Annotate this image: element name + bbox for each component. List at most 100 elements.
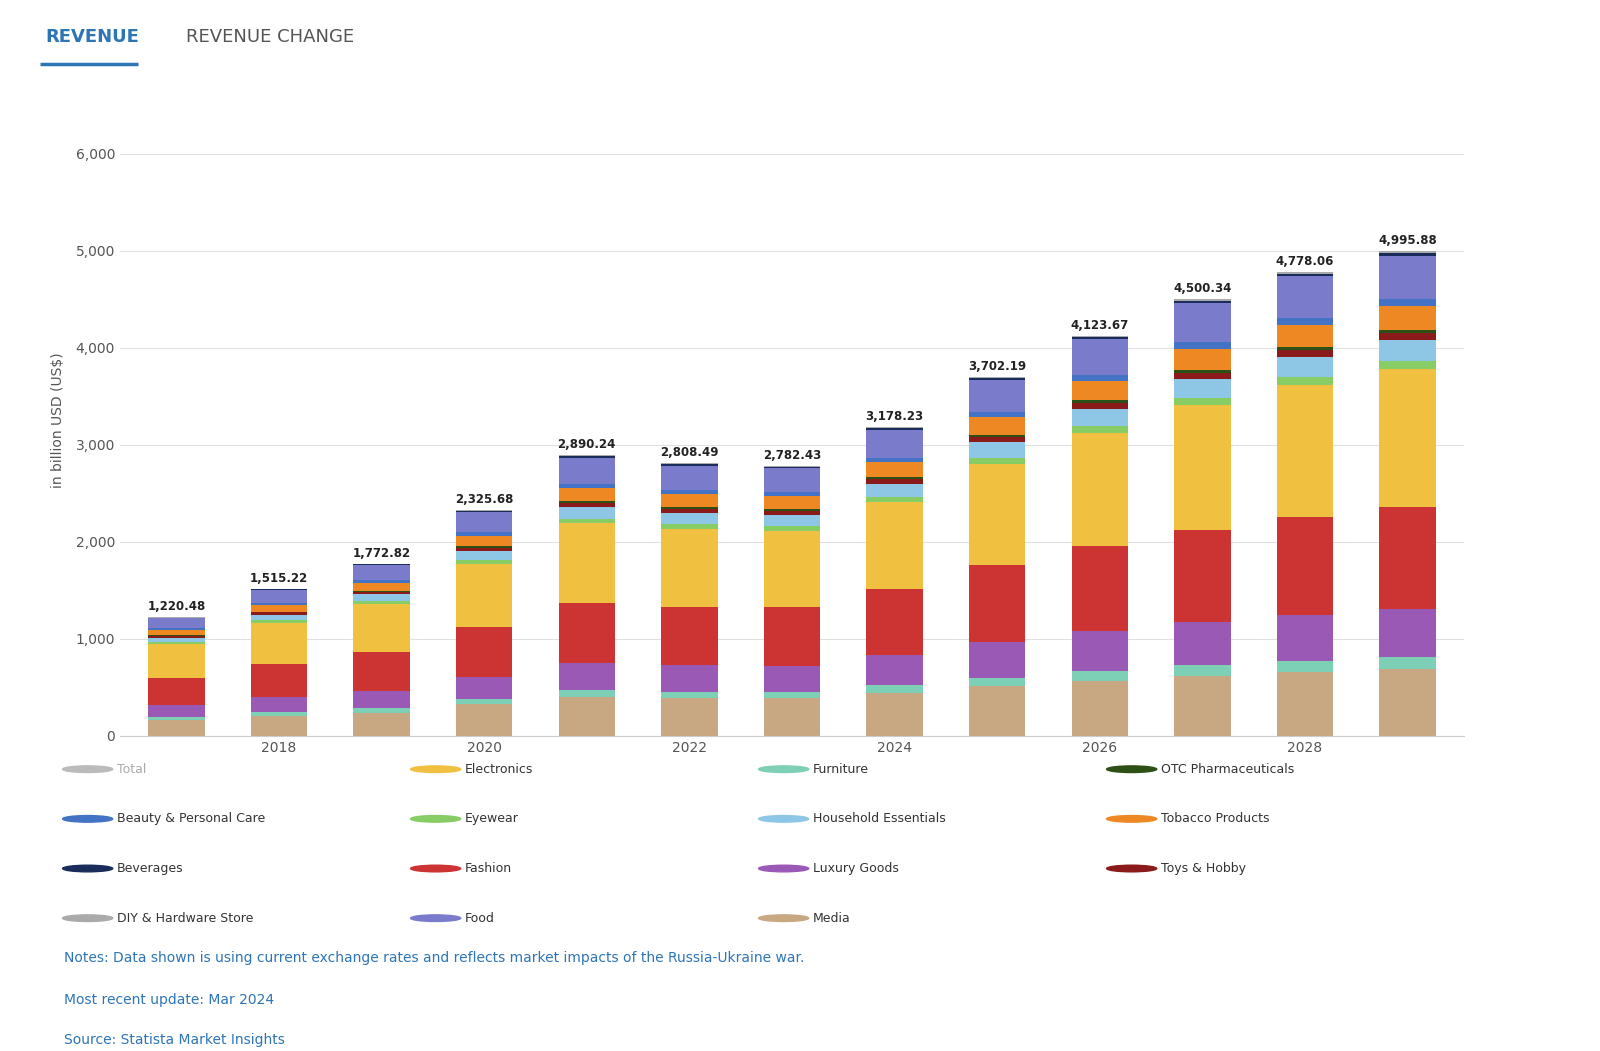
Circle shape	[758, 914, 808, 922]
Text: Beverages: Beverages	[117, 862, 184, 875]
Bar	[558, 523, 614, 603]
Bar	[1379, 330, 1435, 333]
Bar	[1174, 304, 1230, 342]
Bar	[661, 466, 718, 491]
Bar	[970, 463, 1026, 565]
Bar	[456, 704, 512, 736]
Bar	[1379, 306, 1435, 330]
Text: Total: Total	[117, 763, 146, 776]
Circle shape	[62, 865, 112, 872]
Text: 2,890.24: 2,890.24	[558, 438, 616, 452]
Bar	[456, 548, 512, 551]
Bar	[1072, 433, 1128, 547]
Text: Fashion: Fashion	[466, 862, 512, 875]
Bar	[763, 692, 821, 699]
Bar	[354, 604, 410, 653]
Bar	[149, 717, 205, 720]
Y-axis label: in billion USD (US$): in billion USD (US$)	[51, 352, 64, 489]
Bar	[456, 677, 512, 699]
Bar	[763, 511, 821, 515]
Bar	[558, 502, 614, 507]
Text: Notes: Data shown is using current exchange rates and reflects market impacts of: Notes: Data shown is using current excha…	[64, 951, 805, 965]
Bar	[1174, 397, 1230, 405]
Bar	[1072, 403, 1128, 409]
Bar	[1174, 373, 1230, 379]
Bar	[558, 501, 614, 502]
Bar	[661, 665, 718, 692]
Text: Beauty & Personal Care: Beauty & Personal Care	[117, 812, 266, 825]
Bar	[763, 699, 821, 736]
Bar	[1277, 661, 1333, 673]
Bar	[149, 705, 205, 717]
Circle shape	[411, 865, 461, 872]
Bar	[456, 560, 512, 563]
Bar	[661, 508, 718, 509]
Circle shape	[1107, 865, 1157, 872]
Text: 3,702.19: 3,702.19	[968, 359, 1026, 373]
Bar	[1072, 547, 1128, 632]
Text: Furniture: Furniture	[813, 763, 869, 776]
Bar	[1072, 339, 1128, 375]
Bar	[149, 642, 205, 644]
Bar	[149, 644, 205, 678]
Bar	[970, 642, 1026, 678]
Bar	[1379, 333, 1435, 339]
Bar	[763, 510, 821, 511]
Bar	[970, 686, 1026, 736]
Bar	[251, 604, 307, 612]
Bar	[1379, 610, 1435, 657]
Text: 4,123.67: 4,123.67	[1070, 318, 1130, 332]
Text: 2,808.49: 2,808.49	[661, 447, 718, 459]
Bar	[251, 590, 307, 602]
Bar	[661, 513, 718, 524]
Bar	[1379, 507, 1435, 610]
Bar	[1379, 252, 1435, 255]
Bar	[149, 638, 205, 642]
Bar	[1072, 335, 1128, 337]
Bar	[456, 547, 512, 548]
Bar	[763, 531, 821, 607]
Bar	[970, 417, 1026, 434]
Text: 1,772.82: 1,772.82	[352, 547, 411, 560]
Text: 4,778.06: 4,778.06	[1275, 255, 1334, 268]
Bar	[970, 377, 1026, 379]
Text: 2,325.68: 2,325.68	[454, 493, 514, 507]
Bar	[456, 536, 512, 547]
Bar	[251, 623, 307, 664]
Bar	[1174, 405, 1230, 530]
Text: 4,995.88: 4,995.88	[1378, 234, 1437, 247]
Bar	[1277, 376, 1333, 385]
Bar	[661, 606, 718, 665]
Bar	[661, 494, 718, 508]
Bar	[970, 442, 1026, 457]
Bar	[354, 713, 410, 736]
Bar	[1072, 632, 1128, 672]
Bar	[354, 591, 410, 592]
Bar	[1277, 385, 1333, 517]
Bar	[970, 678, 1026, 686]
Bar	[1072, 681, 1128, 736]
Bar	[1379, 251, 1435, 252]
Bar	[1379, 360, 1435, 369]
Bar	[866, 458, 923, 462]
Bar	[1379, 255, 1435, 298]
Bar	[149, 618, 205, 628]
Bar	[251, 602, 307, 604]
Bar	[558, 663, 614, 691]
Bar	[661, 529, 718, 606]
Bar	[354, 653, 410, 691]
Bar	[763, 665, 821, 692]
Text: 4,500.34: 4,500.34	[1173, 283, 1232, 295]
Bar	[251, 615, 307, 620]
Bar	[1174, 300, 1230, 301]
Bar	[763, 469, 821, 493]
Bar	[1072, 337, 1128, 339]
Bar	[661, 692, 718, 698]
Bar	[1379, 669, 1435, 736]
Bar	[866, 656, 923, 685]
Circle shape	[1107, 766, 1157, 772]
Bar	[1072, 409, 1128, 426]
Bar	[1072, 426, 1128, 433]
Bar	[558, 458, 614, 483]
Bar	[661, 509, 718, 513]
